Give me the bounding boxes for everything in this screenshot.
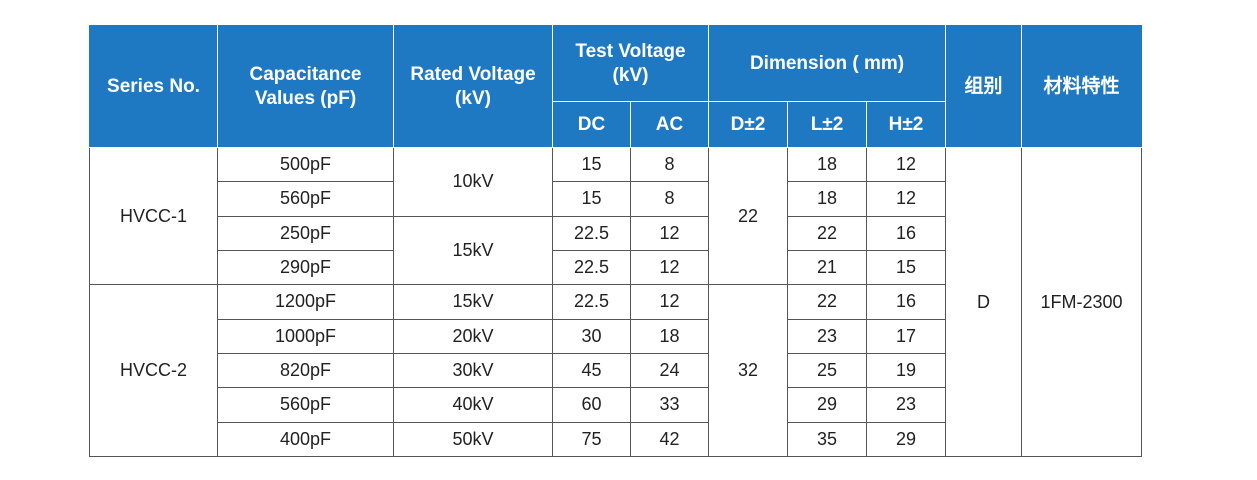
series-cell: HVCC-2: [89, 284, 218, 457]
h-cell: 12: [866, 181, 947, 217]
table-row: 820pF 30kV 45 24 25 19: [90, 352, 1142, 389]
capacitance-cell: 560pF: [217, 181, 394, 217]
h-cell: 16: [866, 215, 947, 251]
material-cell: 1FM-2300: [1021, 147, 1143, 457]
dc-cell: 22.5: [552, 215, 631, 251]
rated-voltage-cell: 40kV: [393, 387, 553, 423]
header-capacitance: Capacitance Values (pF): [217, 25, 394, 148]
spec-table: Series No. Capacitance Values (pF) Rated…: [89, 25, 1143, 458]
table-row: 560pF 15 8 18 12: [90, 181, 1142, 217]
table-row: HVCC-1 500pF 10kV 15 8 22 18 12 D 1FM-23…: [89, 146, 1143, 457]
header-dc: DC: [552, 101, 631, 148]
ac-cell: 24: [629, 352, 710, 389]
h-cell: 15: [866, 249, 947, 286]
capacitance-cell: 820pF: [217, 352, 394, 389]
dc-cell: 22.5: [552, 284, 631, 320]
h-cell: 12: [866, 146, 947, 183]
l-cell: 25: [787, 352, 868, 389]
header-material: 材料特性: [1021, 25, 1143, 148]
l-cell: 18: [787, 146, 868, 183]
capacitance-cell: 500pF: [217, 146, 394, 183]
header-group: 组别: [945, 25, 1023, 148]
l-cell: 35: [787, 421, 868, 458]
rated-voltage-cell: 30kV: [393, 352, 553, 389]
header-series-no: Series No.: [89, 25, 218, 148]
rated-voltage-cell: 15kV: [393, 215, 553, 286]
dc-cell: 75: [552, 421, 631, 458]
h-cell: 16: [866, 284, 947, 320]
header-rated-voltage: Rated Voltage (kV): [393, 25, 553, 148]
ac-cell: 12: [629, 249, 710, 286]
rated-voltage-cell: 50kV: [393, 421, 553, 458]
ac-cell: 12: [629, 215, 710, 251]
capacitance-cell: 1000pF: [217, 318, 394, 354]
capacitance-cell: 560pF: [217, 387, 394, 423]
header-h: H±2: [866, 101, 947, 148]
ac-cell: 18: [629, 318, 710, 354]
header-d: D±2: [708, 101, 789, 148]
table-row: HVCC-2 1200pF 15kV 22.5 12 32 22 16: [89, 284, 1142, 457]
h-cell: 17: [866, 318, 947, 354]
dc-cell: 22.5: [552, 249, 631, 286]
series-cell: HVCC-1: [89, 146, 218, 286]
capacitance-cell: 400pF: [217, 421, 394, 458]
header-dimension: Dimension ( mm): [708, 25, 947, 102]
dc-cell: 15: [552, 181, 631, 217]
header-l: L±2: [787, 101, 868, 148]
ac-cell: 33: [629, 387, 710, 423]
dc-cell: 30: [552, 318, 631, 354]
l-cell: 23: [787, 318, 868, 354]
l-cell: 22: [787, 284, 868, 320]
dc-cell: 60: [552, 387, 631, 423]
dc-cell: 15: [552, 146, 631, 183]
ac-cell: 8: [629, 181, 710, 217]
rated-voltage-cell: 15kV: [393, 284, 553, 320]
ac-cell: 12: [629, 284, 710, 320]
l-cell: 21: [787, 249, 868, 286]
header-ac: AC: [629, 101, 710, 148]
l-cell: 22: [787, 215, 868, 251]
rated-voltage-cell: 20kV: [393, 318, 553, 354]
d-cell: 32: [708, 284, 789, 457]
h-cell: 29: [866, 421, 947, 458]
h-cell: 19: [866, 352, 947, 389]
d-cell: 22: [708, 146, 789, 286]
capacitance-cell: 1200pF: [217, 284, 394, 320]
dc-cell: 45: [552, 352, 631, 389]
ac-cell: 8: [629, 146, 710, 183]
table-row: 1000pF 20kV 30 18 23 17: [90, 318, 1142, 354]
group-cell: D: [945, 147, 1023, 457]
header-test-voltage: Test Voltage (kV): [551, 25, 710, 102]
l-cell: 18: [787, 181, 868, 217]
table-row: 400pF 50kV 75 42 35 29: [90, 421, 1142, 458]
h-cell: 23: [866, 387, 947, 423]
ac-cell: 42: [629, 421, 710, 458]
capacitance-cell: 250pF: [217, 215, 394, 251]
capacitance-cell: 290pF: [217, 249, 394, 286]
rated-voltage-cell: 10kV: [393, 147, 553, 217]
l-cell: 29: [787, 387, 868, 423]
